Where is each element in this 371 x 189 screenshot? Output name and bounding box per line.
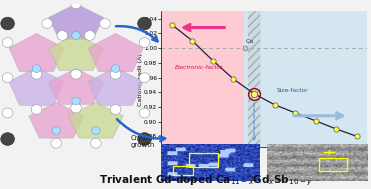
Circle shape [72, 32, 80, 39]
Polygon shape [9, 33, 64, 72]
Bar [244, 11, 367, 147]
Circle shape [139, 108, 150, 118]
Polygon shape [9, 67, 64, 105]
Polygon shape [88, 67, 143, 105]
Bar [248, 11, 260, 147]
Circle shape [71, 69, 81, 79]
Y-axis label: Cationic radii (Å): Cationic radii (Å) [137, 53, 143, 106]
Circle shape [51, 138, 62, 148]
Polygon shape [68, 102, 123, 138]
Circle shape [31, 105, 42, 114]
Polygon shape [88, 33, 143, 72]
Bar [319, 158, 347, 171]
Circle shape [92, 127, 100, 134]
Circle shape [2, 38, 13, 47]
Text: Ca: Ca [246, 39, 254, 44]
Text: Size-factor: Size-factor [277, 88, 308, 93]
Circle shape [139, 73, 150, 83]
Circle shape [57, 31, 68, 40]
Bar [189, 153, 219, 167]
Polygon shape [49, 4, 104, 40]
Circle shape [138, 133, 151, 145]
Circle shape [85, 31, 95, 40]
Circle shape [52, 127, 60, 134]
Bar [161, 11, 244, 147]
Bar [173, 166, 193, 175]
Text: Trivalent Gd-doped Ca$_{11-x}$Gd$_x$Sb$_{10-y}$: Trivalent Gd-doped Ca$_{11-x}$Gd$_x$Sb$_… [99, 174, 313, 188]
Polygon shape [49, 69, 104, 104]
Circle shape [32, 65, 41, 72]
Circle shape [1, 133, 14, 145]
Polygon shape [29, 102, 84, 138]
Circle shape [139, 38, 150, 47]
Circle shape [91, 138, 101, 148]
Circle shape [2, 73, 13, 83]
Text: Electronic-factor: Electronic-factor [175, 65, 223, 70]
Circle shape [42, 19, 52, 28]
Circle shape [72, 97, 80, 105]
Circle shape [110, 105, 121, 114]
Circle shape [71, 103, 81, 113]
Circle shape [31, 69, 42, 79]
Text: Crystal
growth: Crystal growth [131, 135, 155, 148]
Circle shape [111, 65, 120, 72]
Circle shape [1, 17, 14, 30]
Circle shape [110, 69, 121, 79]
Circle shape [71, 0, 81, 9]
Circle shape [100, 19, 110, 28]
Circle shape [2, 108, 13, 118]
Polygon shape [49, 35, 104, 70]
Circle shape [138, 17, 151, 30]
